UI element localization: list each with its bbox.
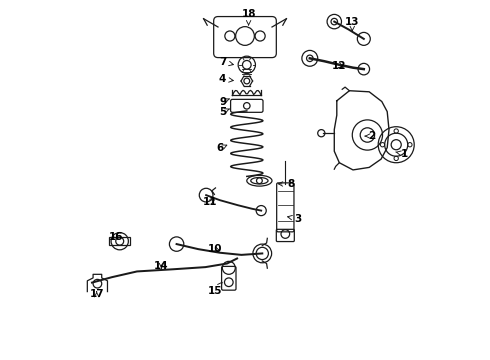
Text: 8: 8 xyxy=(278,179,294,189)
Text: 4: 4 xyxy=(219,74,233,84)
Text: 17: 17 xyxy=(89,289,104,300)
Text: 18: 18 xyxy=(242,9,256,25)
Text: 5: 5 xyxy=(219,107,229,117)
Text: 6: 6 xyxy=(216,143,227,153)
Text: 11: 11 xyxy=(202,197,217,207)
Text: 2: 2 xyxy=(365,131,375,141)
Text: 12: 12 xyxy=(332,60,346,71)
Text: 1: 1 xyxy=(396,149,409,159)
Text: 14: 14 xyxy=(154,261,169,271)
Text: 7: 7 xyxy=(219,57,233,67)
Text: 16: 16 xyxy=(109,232,123,242)
Text: 10: 10 xyxy=(208,244,223,254)
Text: 9: 9 xyxy=(219,96,229,107)
Text: 13: 13 xyxy=(345,17,360,31)
Text: 3: 3 xyxy=(288,214,302,224)
Text: 15: 15 xyxy=(208,282,223,296)
